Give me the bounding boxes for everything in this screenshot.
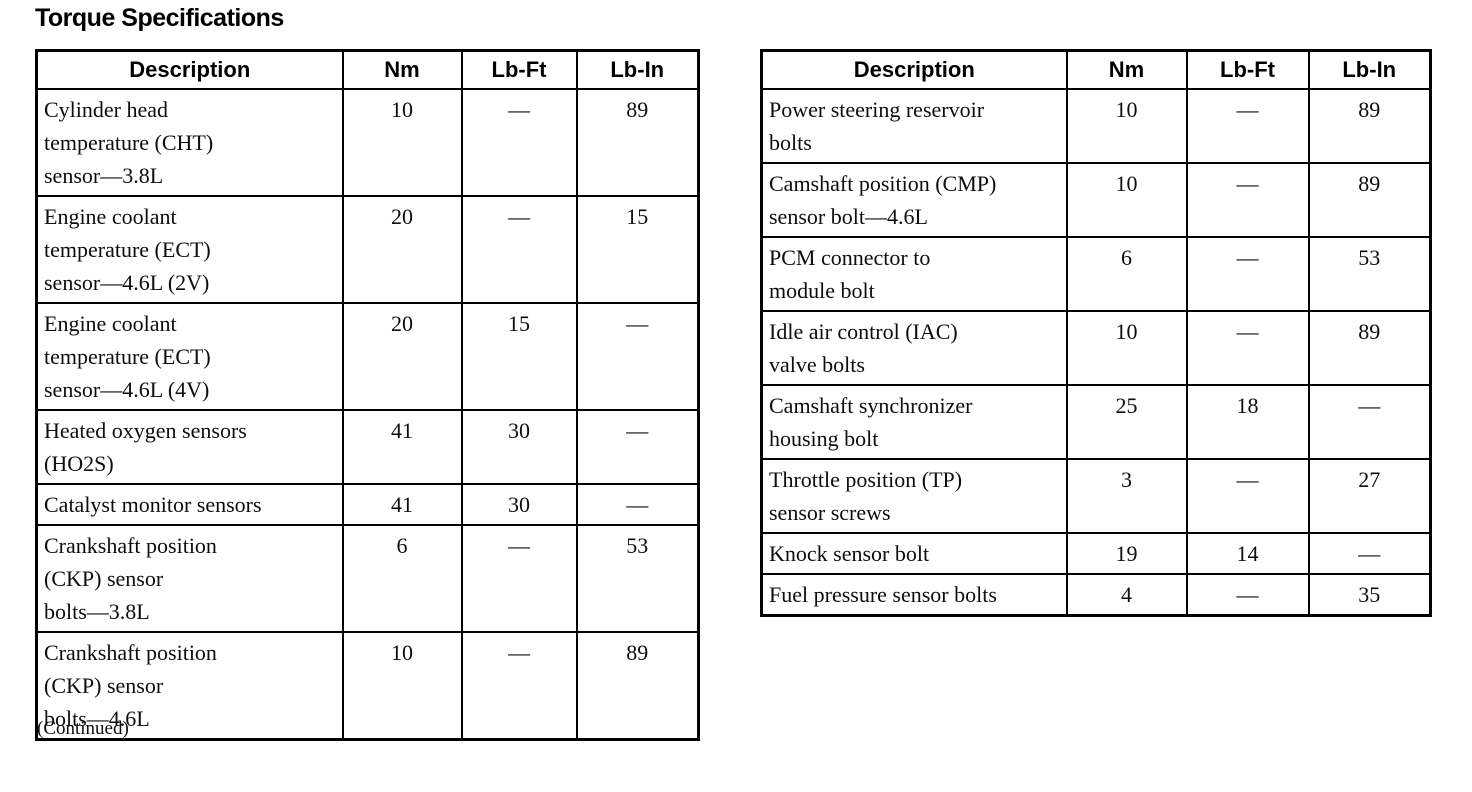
- lbft-cell: —: [1185, 88, 1310, 164]
- description-cell: Engine coolant temperature (ECT) sensor—…: [35, 302, 344, 411]
- table-row: Crankshaft position (CKP) sensor bolts—4…: [35, 631, 700, 741]
- lbft-cell: —: [460, 195, 578, 304]
- lbft-cell: —: [1185, 458, 1310, 534]
- description-cell: Catalyst monitor sensors: [35, 483, 344, 526]
- table-row: Cylinder head temperature (CHT) sensor—3…: [35, 88, 700, 197]
- lbin-cell: 53: [1307, 236, 1432, 312]
- description-cell: Heated oxygen sensors (HO2S): [35, 409, 344, 485]
- table-row: Throttle position (TP) sensor screws 3 —…: [760, 458, 1432, 534]
- nm-cell: 10: [341, 88, 463, 197]
- torque-table-right: Description Nm Lb-Ft Lb-In Power steerin…: [760, 49, 1432, 617]
- table-row: Heated oxygen sensors (HO2S) 41 30 —: [35, 409, 700, 485]
- lbin-cell: —: [1307, 384, 1432, 460]
- nm-cell: 25: [1065, 384, 1188, 460]
- description-cell: Knock sensor bolt: [760, 532, 1068, 575]
- lbin-cell: 35: [1307, 573, 1432, 617]
- nm-cell: 3: [1065, 458, 1188, 534]
- description-cell: PCM connector to module bolt: [760, 236, 1068, 312]
- header-description: Description: [35, 49, 344, 90]
- lbft-cell: 15: [460, 302, 578, 411]
- lbft-cell: 18: [1185, 384, 1310, 460]
- header-lbin: Lb-In: [1307, 49, 1432, 90]
- lbft-cell: —: [1185, 310, 1310, 386]
- table-row: Knock sensor bolt 19 14 —: [760, 532, 1432, 575]
- lbft-cell: 30: [460, 409, 578, 485]
- description-cell: Idle air control (IAC) valve bolts: [760, 310, 1068, 386]
- description-cell: Crankshaft position (CKP) sensor bolts—3…: [35, 524, 344, 633]
- table-row: Crankshaft position (CKP) sensor bolts—3…: [35, 524, 700, 633]
- table-row: Engine coolant temperature (ECT) sensor—…: [35, 302, 700, 411]
- header-lbin: Lb-In: [575, 49, 700, 90]
- description-cell: Camshaft synchronizer housing bolt: [760, 384, 1068, 460]
- description-cell: Camshaft position (CMP) sensor bolt—4.6L: [760, 162, 1068, 238]
- description-cell: Crankshaft position (CKP) sensor bolts—4…: [35, 631, 344, 741]
- header-description: Description: [760, 49, 1068, 90]
- lbin-cell: 89: [1307, 88, 1432, 164]
- lbin-cell: —: [575, 302, 700, 411]
- lbft-cell: 30: [460, 483, 578, 526]
- nm-cell: 6: [341, 524, 463, 633]
- nm-cell: 20: [341, 195, 463, 304]
- lbft-cell: —: [460, 631, 578, 741]
- lbin-cell: 89: [1307, 162, 1432, 238]
- lbin-cell: 89: [1307, 310, 1432, 386]
- lbin-cell: 53: [575, 524, 700, 633]
- table-row: PCM connector to module bolt 6 — 53: [760, 236, 1432, 312]
- lbft-cell: —: [1185, 236, 1310, 312]
- header-nm: Nm: [341, 49, 463, 90]
- header-nm: Nm: [1065, 49, 1188, 90]
- nm-cell: 20: [341, 302, 463, 411]
- lbin-cell: 89: [575, 631, 700, 741]
- table-row: Camshaft position (CMP) sensor bolt—4.6L…: [760, 162, 1432, 238]
- lbft-cell: —: [1185, 162, 1310, 238]
- nm-cell: 19: [1065, 532, 1188, 575]
- table-row: Power steering reservoir bolts 10 — 89: [760, 88, 1432, 164]
- header-lbft: Lb-Ft: [1185, 49, 1310, 90]
- nm-cell: 41: [341, 409, 463, 485]
- table-header-row: Description Nm Lb-Ft Lb-In: [760, 49, 1432, 90]
- lbin-cell: 15: [575, 195, 700, 304]
- description-cell: Engine coolant temperature (ECT) sensor—…: [35, 195, 344, 304]
- nm-cell: 10: [1065, 88, 1188, 164]
- description-cell: Fuel pressure sensor bolts: [760, 573, 1068, 617]
- lbin-cell: —: [575, 483, 700, 526]
- nm-cell: 10: [341, 631, 463, 741]
- table-row: Fuel pressure sensor bolts 4 — 35: [760, 573, 1432, 617]
- table-row: Engine coolant temperature (ECT) sensor—…: [35, 195, 700, 304]
- lbin-cell: 27: [1307, 458, 1432, 534]
- nm-cell: 4: [1065, 573, 1188, 617]
- nm-cell: 6: [1065, 236, 1188, 312]
- table-row: Catalyst monitor sensors 41 30 —: [35, 483, 700, 526]
- description-cell: Cylinder head temperature (CHT) sensor—3…: [35, 88, 344, 197]
- table-row: Idle air control (IAC) valve bolts 10 — …: [760, 310, 1432, 386]
- lbin-cell: —: [575, 409, 700, 485]
- page-title: Torque Specifications: [35, 4, 284, 32]
- lbin-cell: —: [1307, 532, 1432, 575]
- continued-note: (Continued): [37, 718, 129, 739]
- lbft-cell: —: [460, 524, 578, 633]
- nm-cell: 10: [1065, 310, 1188, 386]
- lbft-cell: —: [460, 88, 578, 197]
- description-cell: Throttle position (TP) sensor screws: [760, 458, 1068, 534]
- description-cell: Power steering reservoir bolts: [760, 88, 1068, 164]
- lbft-cell: —: [1185, 573, 1310, 617]
- lbin-cell: 89: [575, 88, 700, 197]
- table-row: Camshaft synchronizer housing bolt 25 18…: [760, 384, 1432, 460]
- table-header-row: Description Nm Lb-Ft Lb-In: [35, 49, 700, 90]
- nm-cell: 41: [341, 483, 463, 526]
- lbft-cell: 14: [1185, 532, 1310, 575]
- torque-table-left: Description Nm Lb-Ft Lb-In Cylinder head…: [35, 49, 700, 741]
- nm-cell: 10: [1065, 162, 1188, 238]
- header-lbft: Lb-Ft: [460, 49, 578, 90]
